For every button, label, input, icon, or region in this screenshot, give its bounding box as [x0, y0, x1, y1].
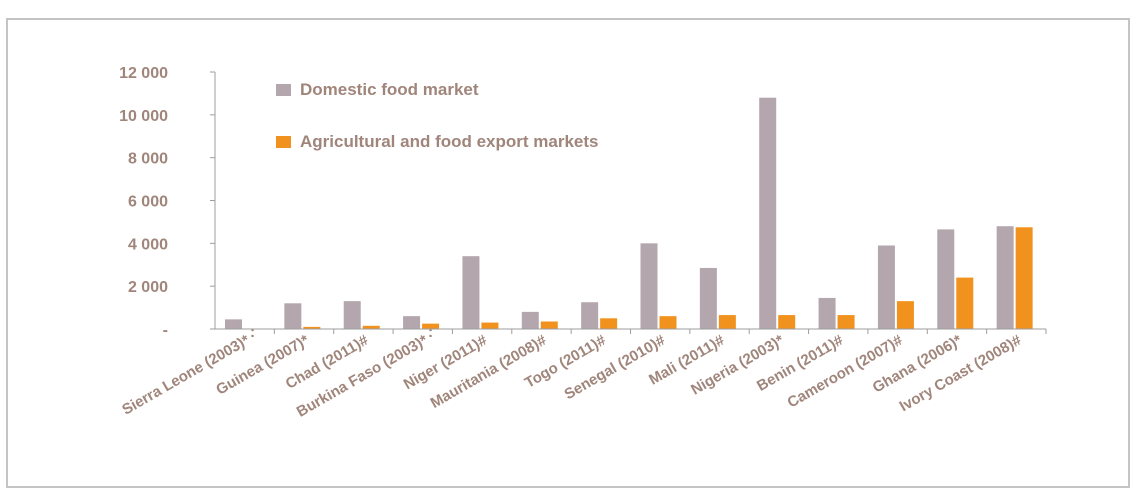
bar-export [540, 321, 558, 329]
bar-domestic [759, 97, 777, 329]
bar-chart: - 2 000 4 000 6 000 8 000 10 000 12 000 :: Sie… [119, 65, 1047, 421]
bar-domestic [877, 245, 895, 329]
legend-label-export: Agricultural and food export markets [300, 132, 599, 151]
bar-domestic [284, 303, 302, 329]
legend-swatch-export [276, 136, 291, 148]
bar-export [303, 326, 321, 329]
bar-domestic [343, 301, 361, 329]
bar-export [896, 301, 914, 329]
y-tick-label: 4 000 [128, 236, 168, 253]
bar-export [422, 323, 440, 329]
y-tick-label: 6 000 [128, 194, 168, 211]
bars: :: [225, 97, 1033, 341]
bar-domestic [937, 229, 955, 329]
y-tick-label: 8 000 [128, 151, 168, 168]
bar-export [362, 325, 380, 329]
missing-value-marker: : [428, 324, 433, 341]
bar-export [837, 315, 855, 329]
bar-export [1015, 227, 1033, 329]
bar-export [600, 318, 618, 329]
x-axis: Sierra Leone (2003)*Guinea (2007)*Chad (… [119, 328, 1047, 421]
y-axis: - 2 000 4 000 6 000 8 000 10 000 12 000 [119, 65, 216, 339]
y-tick-label: 12 000 [119, 65, 168, 82]
bar-domestic [581, 302, 599, 329]
legend-label-domestic: Domestic food market [300, 80, 479, 99]
bar-domestic [818, 297, 836, 329]
bar-domestic [699, 267, 717, 329]
x-tick-label: Senegal (2010)# [561, 331, 668, 403]
y-tick-label: 2 000 [128, 279, 168, 296]
bar-export [778, 315, 796, 329]
bar-domestic [462, 256, 480, 329]
missing-value-marker: : [250, 324, 255, 341]
bar-domestic [640, 243, 658, 329]
bar-export [481, 322, 499, 329]
legend: Domestic food market Agricultural and fo… [276, 80, 599, 151]
y-tick-label: - [163, 322, 168, 339]
legend-swatch-domestic [276, 84, 291, 96]
bar-export [956, 277, 974, 329]
bar-domestic [225, 319, 242, 329]
bar-export [718, 315, 736, 329]
bar-domestic [996, 226, 1014, 329]
bar-domestic [403, 316, 421, 329]
bar-export [659, 316, 677, 329]
bar-domestic [521, 311, 539, 329]
y-tick-label: 10 000 [119, 108, 168, 125]
chart-frame: - 2 000 4 000 6 000 8 000 10 000 12 000 :: Sie… [6, 18, 1130, 488]
